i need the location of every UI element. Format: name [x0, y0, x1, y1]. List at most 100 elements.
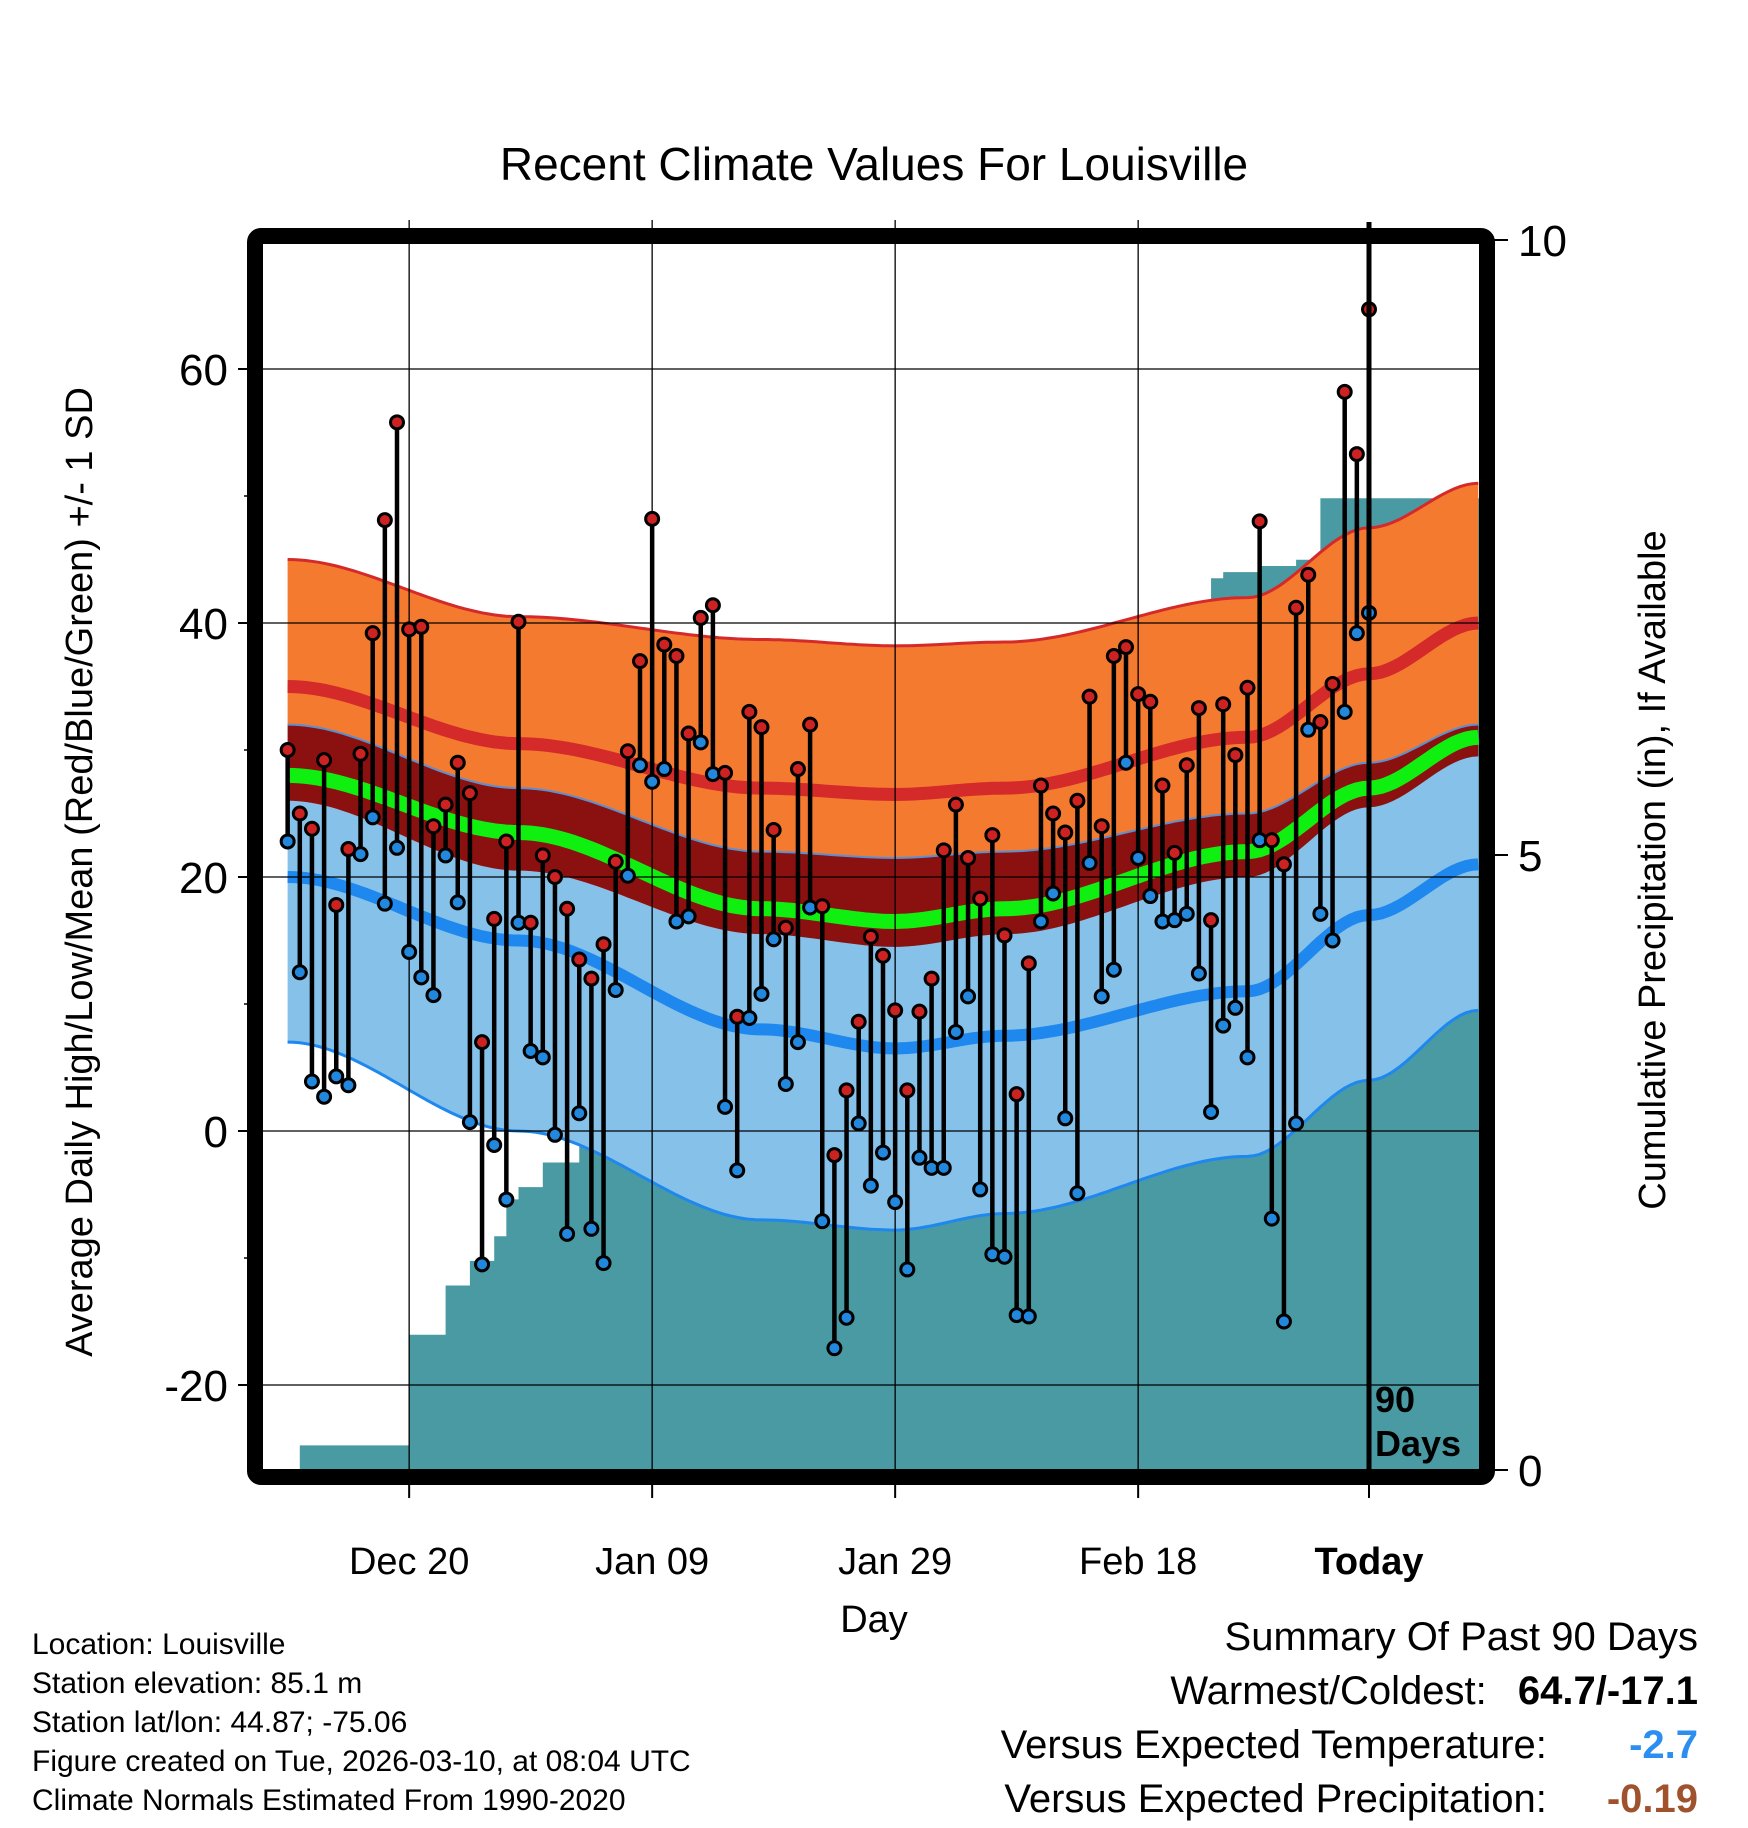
daily-high-point — [1008, 1086, 1025, 1103]
daily-high-point — [765, 822, 782, 839]
daily-low-point — [680, 908, 697, 925]
daily-high-point — [923, 970, 940, 987]
summary-temp-row: Versus Expected Temperature: -2.7 — [1001, 1718, 1698, 1772]
daily-high-point — [510, 613, 527, 630]
daily-high-point — [1239, 679, 1256, 696]
daily-high-point — [668, 648, 685, 665]
daily-high-point — [656, 636, 673, 653]
daily-low-point — [753, 985, 770, 1002]
y-axis-label: Average Daily High/Low/Mean (Red/Blue/Gr… — [59, 387, 101, 1357]
daily-low-point — [1093, 988, 1110, 1005]
summary-precip-row: Versus Expected Precipitation: -0.19 — [1001, 1772, 1698, 1826]
daily-low-point — [461, 1114, 478, 1131]
y-tick-label: 40 — [179, 600, 228, 649]
daily-low-point — [911, 1149, 928, 1166]
temp-label: Versus Expected Temperature: — [1000, 1723, 1547, 1767]
precip-value: -0.19 — [1606, 1777, 1698, 1821]
daily-high-point — [522, 914, 539, 931]
daily-low-point — [571, 1105, 588, 1122]
daily-high-point — [1081, 688, 1098, 705]
summary-panel: Summary Of Past 90 Days Warmest/Coldest:… — [1001, 1610, 1698, 1826]
daily-low-point — [1178, 905, 1195, 922]
daily-high-point — [1178, 757, 1195, 774]
daily-high-point — [1069, 792, 1086, 809]
x-axis-label: Day — [840, 1599, 908, 1641]
plot-inner — [262, 243, 1480, 1470]
daily-low-point — [425, 987, 442, 1004]
daily-low-point — [899, 1261, 916, 1278]
daily-low-point — [1045, 885, 1062, 902]
daily-low-point — [316, 1088, 333, 1105]
daily-low-point — [814, 1213, 831, 1230]
daily-high-point — [1227, 747, 1244, 764]
daily-low-point — [401, 943, 418, 960]
daily-low-point — [1263, 1210, 1280, 1227]
daily-low-point — [607, 982, 624, 999]
daily-low-point — [644, 773, 661, 790]
y2-axis-label: Cumulative Precipitation (in), If Availa… — [1632, 530, 1674, 1209]
daily-low-point — [1020, 1308, 1037, 1325]
daily-low-point — [1081, 855, 1098, 872]
daily-high-point — [1032, 777, 1049, 794]
daily-low-point — [1190, 965, 1207, 982]
daily-low-point — [303, 1073, 320, 1090]
daily-low-point — [777, 1076, 794, 1093]
summary-warmest-row: Warmest/Coldest: 64.7/-17.1 — [1001, 1664, 1698, 1718]
daily-high-point — [1166, 844, 1183, 861]
daily-high-point — [303, 820, 320, 837]
daily-high-point — [704, 597, 721, 614]
daily-low-point — [1166, 912, 1183, 929]
daily-high-point — [960, 849, 977, 866]
daily-high-point — [1203, 912, 1220, 929]
y-tick-label: -20 — [164, 1362, 228, 1411]
latlon-text: Station lat/lon: 44.87; -75.06 — [32, 1706, 408, 1739]
daily-high-point — [1045, 805, 1062, 822]
daily-high-point — [571, 951, 588, 968]
daily-high-point — [449, 754, 466, 771]
daily-high-point — [1312, 714, 1329, 731]
daily-high-point — [680, 725, 697, 742]
x-tick-label: Today — [1314, 1541, 1423, 1583]
daily-high-point — [619, 743, 636, 760]
daily-low-point — [559, 1225, 576, 1242]
x-tick-label: Feb 18 — [1079, 1541, 1197, 1583]
daily-low-point — [1336, 703, 1353, 720]
daily-high-point — [279, 742, 296, 758]
daily-low-point — [1118, 754, 1134, 771]
normal-mean-line — [287, 729, 1479, 930]
daily-high-point — [1251, 513, 1268, 530]
daily-low-point — [741, 1009, 758, 1026]
daily-low-point — [996, 1248, 1013, 1265]
daily-high-point — [1118, 639, 1134, 656]
daily-high-point — [1324, 675, 1341, 692]
daily-high-point — [850, 1013, 867, 1030]
y2-tick-label: 0 — [1518, 1447, 1542, 1496]
daily-high-point — [474, 1034, 491, 1051]
daily-low-point — [522, 1042, 539, 1059]
daily-low-point — [595, 1255, 612, 1272]
chart-title: Recent Climate Values For Louisville — [500, 138, 1248, 190]
daily-high-point — [777, 919, 794, 936]
created-text: Figure created on Tue, 2026-03-10, at 08… — [32, 1745, 691, 1778]
daily-low-point — [1032, 913, 1049, 930]
daily-low-point — [789, 1034, 806, 1051]
daily-high-point — [316, 752, 333, 769]
daily-low-point — [1215, 1017, 1232, 1034]
summary-heading: Summary Of Past 90 Days — [1224, 1615, 1698, 1659]
daily-low-point — [875, 1144, 891, 1161]
daily-low-point — [1142, 888, 1159, 905]
station-info: Location: Louisville Station elevation: … — [32, 1625, 691, 1820]
daily-low-point — [1057, 1110, 1074, 1127]
daily-high-point — [1020, 955, 1037, 972]
daily-high-point — [546, 869, 563, 885]
daily-high-point — [1105, 648, 1122, 665]
daily-high-point — [802, 716, 819, 733]
daily-low-point — [340, 1077, 357, 1094]
y-tick-label: 0 — [204, 1108, 228, 1157]
daily-low-point — [474, 1256, 491, 1273]
daily-high-point — [595, 936, 612, 953]
daily-low-point — [413, 969, 430, 986]
daily-high-point — [1190, 700, 1207, 717]
daily-low-point — [862, 1177, 879, 1194]
